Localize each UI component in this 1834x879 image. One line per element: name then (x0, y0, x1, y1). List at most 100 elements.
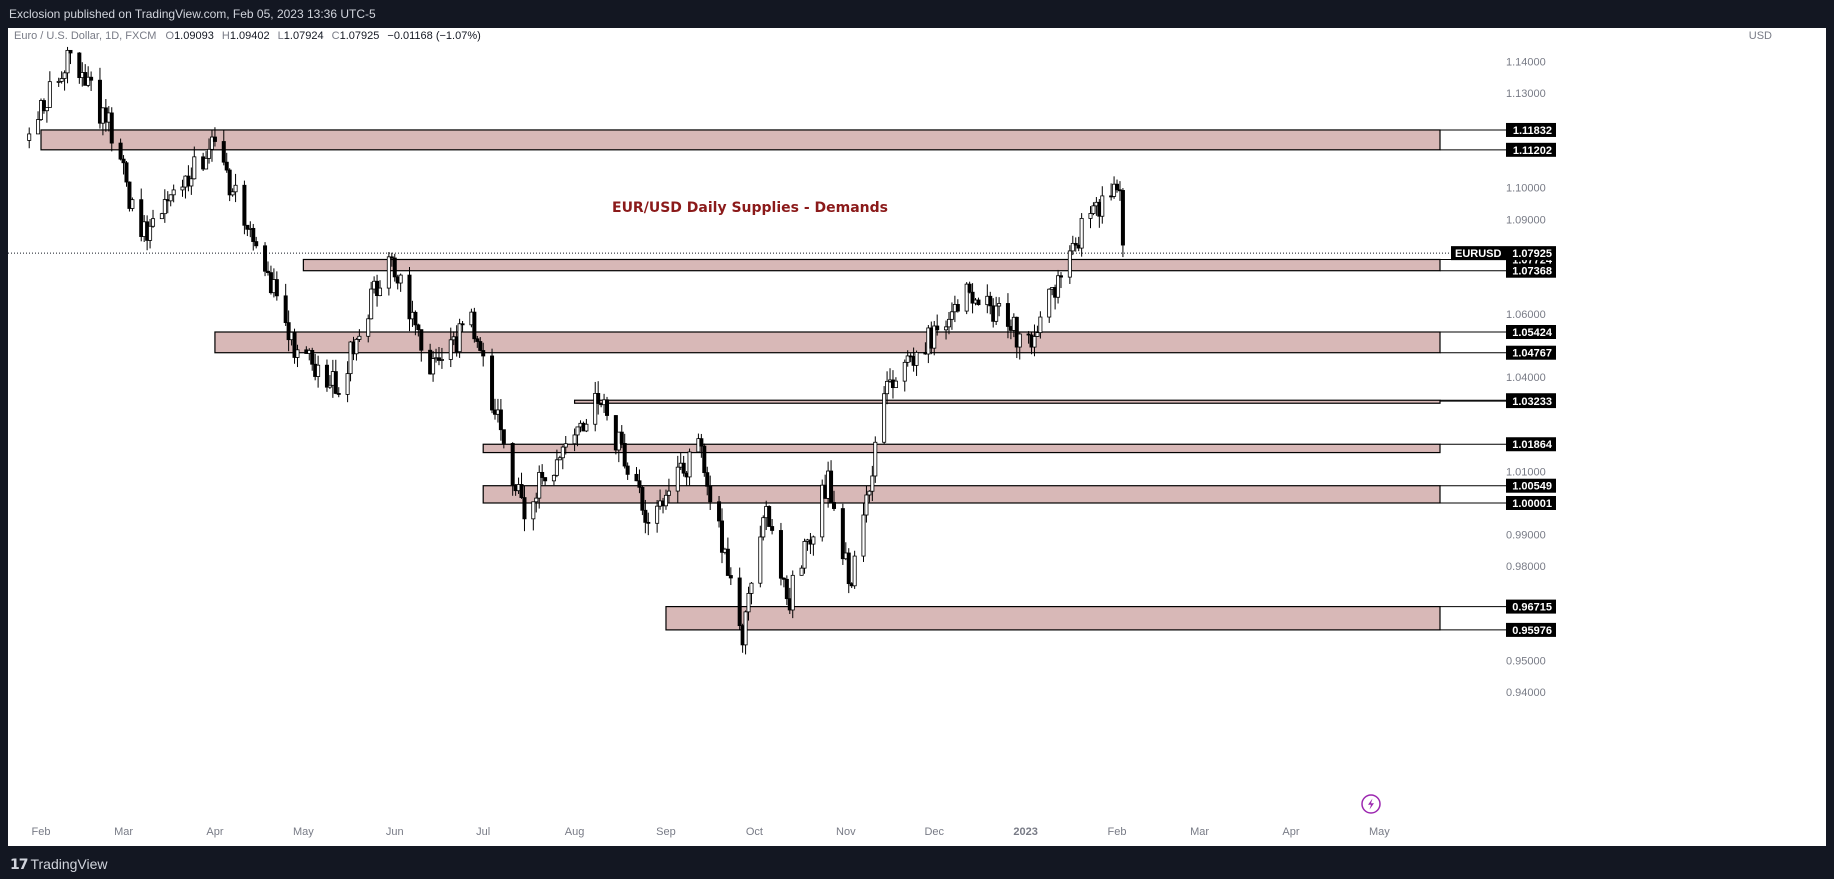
chart-panel[interactable]: 1.14000 1.13000 1.10000 1.09000 1.06000 1.040… (8, 28, 1826, 846)
candle-body (790, 574, 795, 611)
candle-body (254, 241, 259, 247)
candle-body (127, 181, 132, 209)
candle-body (310, 349, 315, 365)
price-label-box (1506, 325, 1556, 340)
last-price-value: 1.07925 (1512, 248, 1552, 260)
candle-body (946, 318, 951, 328)
candle-body (1100, 195, 1105, 217)
time-axis[interactable]: Feb Mar Apr May Jun Jul Aug Sep Oct Nov Dec 2023 Feb… (32, 826, 1391, 838)
candle-body (572, 434, 577, 445)
candle-body (625, 465, 630, 475)
candle-body (1073, 242, 1078, 246)
candle-body (737, 577, 742, 627)
candle-body (378, 287, 383, 297)
candle-body (498, 409, 503, 431)
time-tick-label: Sep (656, 826, 676, 838)
candle-body (885, 380, 890, 395)
candle-body (245, 224, 250, 230)
price-label-box (1506, 599, 1556, 614)
zone-rect[interactable] (482, 443, 1441, 454)
candle-body (531, 501, 536, 520)
lightning-icon[interactable] (1361, 794, 1381, 814)
candle-body (781, 577, 786, 580)
time-tick-label: 2023 (1013, 826, 1037, 838)
price-axis[interactable]: 1.14000 1.13000 1.10000 1.09000 1.06000 1.040… (1451, 57, 1556, 700)
candle-body (460, 323, 465, 326)
candle-body (557, 457, 562, 461)
candle-body (413, 311, 418, 326)
candle-body (457, 323, 462, 353)
candle-body (1112, 183, 1117, 197)
candle-body (233, 184, 238, 193)
currency-label: USD (1749, 30, 1772, 42)
candle-body (905, 355, 910, 363)
candle-body (124, 162, 129, 183)
candle-body (1047, 288, 1052, 318)
candle-body (448, 339, 453, 360)
price-label-text: 1.03233 (1512, 396, 1552, 408)
price-label-text: 1.00001 (1512, 498, 1552, 510)
time-tick-label: Jul (476, 826, 490, 838)
candle-body (431, 358, 436, 375)
candle-body (976, 299, 981, 306)
candle-body (389, 256, 394, 259)
candle-body (699, 438, 704, 447)
time-tick-label: May (1369, 826, 1390, 838)
chart-title[interactable]: EUR/USD Daily Supplies - Demands (612, 200, 888, 216)
legend-low-label: L (278, 30, 284, 42)
candle-body (708, 485, 713, 503)
price-label-text: 1.00549 (1512, 481, 1552, 493)
candle-body (1014, 316, 1019, 348)
zone-rect[interactable] (302, 258, 1441, 272)
candle-body (212, 136, 217, 142)
price-tick-label: 0.94000 (1506, 687, 1546, 699)
zone-rect[interactable] (573, 399, 1441, 404)
price-tick-label: 0.98000 (1506, 561, 1546, 573)
tradingview-logo-icon: 17 (10, 857, 29, 873)
price-label-text: 1.11202 (1513, 145, 1552, 157)
time-tick-label: Jun (386, 826, 404, 838)
candle-body (1017, 333, 1022, 348)
publish-header: Exclosion published on TradingView.com, … (0, 0, 1834, 28)
candle-body (230, 191, 235, 196)
candle-body (118, 142, 123, 160)
candle-body (86, 76, 91, 86)
footer-bar: 17 TradingView (0, 846, 1834, 879)
zone-rect[interactable] (214, 331, 1441, 354)
ohlc-legend: Euro / U.S. Dollar, 1D, FXCM O1.09093 H1… (14, 30, 481, 42)
candle-body (224, 161, 229, 171)
zone-rect[interactable] (665, 605, 1441, 631)
legend-open: 1.09093 (174, 30, 214, 42)
price-tick-label: 0.99000 (1506, 530, 1546, 542)
zone-rect[interactable] (482, 485, 1441, 504)
candle-body (1035, 332, 1040, 337)
zone-rect[interactable] (40, 129, 1441, 151)
candle-body (955, 304, 960, 312)
candle-body (1056, 275, 1061, 298)
candle-body (151, 218, 156, 227)
candle-body (970, 291, 975, 304)
candle-body (192, 156, 197, 180)
candle-body (784, 578, 789, 600)
last-price-symbol: EURUSD (1455, 248, 1502, 260)
candle-body (560, 446, 565, 459)
chart-canvas[interactable]: 1.14000 1.13000 1.10000 1.09000 1.06000 1.040… (8, 28, 1826, 846)
candle-body (274, 279, 279, 297)
candle-body (717, 501, 722, 522)
candle-body (522, 497, 527, 520)
candle-body (59, 78, 64, 82)
candle-body (902, 361, 907, 382)
candle-body (97, 79, 102, 124)
tradingview-logo[interactable]: 17 TradingView (10, 856, 108, 873)
candle-body (832, 502, 837, 509)
time-tick-label: Dec (924, 826, 944, 838)
price-label-text: 0.95976 (1512, 625, 1552, 637)
candle-body (964, 283, 969, 312)
candles-layer (27, 46, 1125, 655)
candle-body (640, 486, 645, 511)
time-tick-label: Mar (114, 826, 133, 838)
time-tick-label: Aug (565, 826, 585, 838)
price-tick-label: 1.04000 (1506, 372, 1546, 384)
price-tick-label: 1.10000 (1506, 183, 1546, 195)
legend-close: 1.07925 (340, 30, 380, 42)
